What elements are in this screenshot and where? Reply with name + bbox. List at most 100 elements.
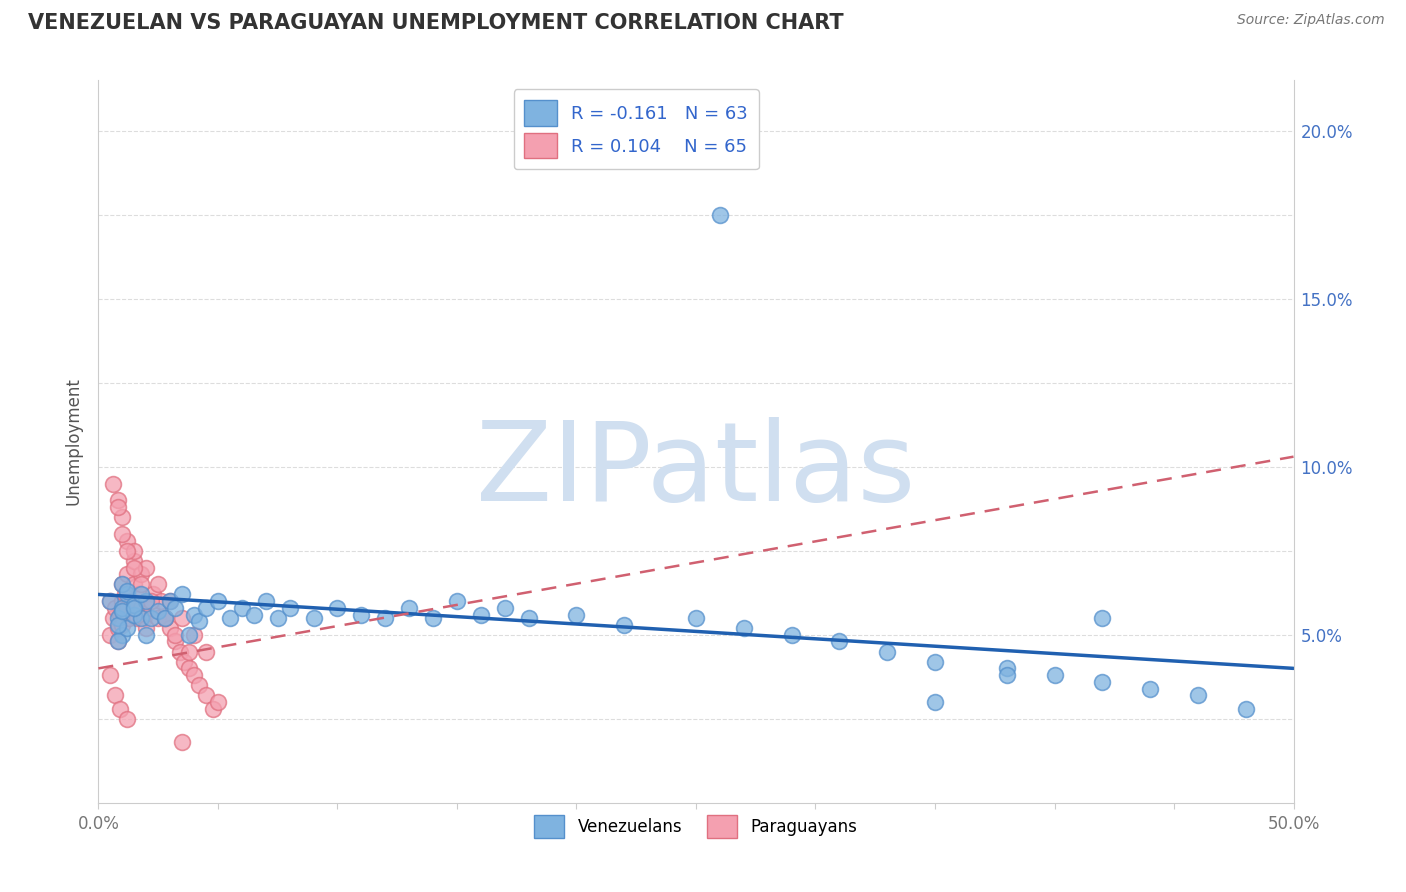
Point — [111, 527, 134, 541]
Point — [163, 628, 186, 642]
Point — [148, 604, 170, 618]
Point — [107, 493, 129, 508]
Point — [118, 611, 141, 625]
Point — [163, 600, 186, 615]
Point — [111, 604, 134, 618]
Text: ZIPatlas: ZIPatlas — [477, 417, 915, 524]
Point — [139, 600, 162, 615]
Point — [173, 655, 195, 669]
Point — [163, 634, 186, 648]
Point — [183, 628, 205, 642]
Point — [398, 600, 420, 615]
Legend: Venezuelans, Paraguayans: Venezuelans, Paraguayans — [527, 808, 865, 845]
Point — [422, 611, 444, 625]
Point — [179, 661, 201, 675]
Point — [111, 628, 134, 642]
Point — [267, 611, 290, 625]
Point — [159, 594, 181, 608]
Point — [219, 611, 242, 625]
Point — [108, 607, 131, 622]
Point — [121, 594, 143, 608]
Point — [876, 644, 898, 658]
Point — [131, 587, 153, 601]
Point — [131, 567, 153, 582]
Point — [135, 621, 157, 635]
Point — [115, 600, 138, 615]
Point — [202, 702, 225, 716]
Point — [124, 543, 146, 558]
Point — [142, 587, 165, 601]
Point — [613, 617, 636, 632]
Point — [107, 617, 129, 632]
Point — [101, 476, 124, 491]
Point — [114, 587, 136, 601]
Point — [374, 611, 396, 625]
Point — [98, 668, 122, 682]
Point — [1187, 688, 1209, 702]
Point — [111, 617, 134, 632]
Point — [115, 533, 138, 548]
Point — [124, 560, 146, 574]
Point — [183, 668, 205, 682]
Point — [780, 628, 803, 642]
Point — [470, 607, 492, 622]
Point — [104, 600, 127, 615]
Point — [183, 607, 205, 622]
Point — [1043, 668, 1066, 682]
Point — [179, 628, 201, 642]
Point — [115, 543, 138, 558]
Point — [685, 611, 707, 625]
Point — [115, 621, 138, 635]
Point — [155, 611, 177, 625]
Point — [195, 600, 218, 615]
Point — [135, 628, 157, 642]
Point — [207, 695, 229, 709]
Point — [243, 607, 266, 622]
Point — [828, 634, 851, 648]
Point — [124, 600, 146, 615]
Point — [104, 688, 127, 702]
Point — [159, 621, 181, 635]
Point — [195, 644, 218, 658]
Point — [139, 611, 162, 625]
Point — [107, 621, 129, 635]
Point — [172, 611, 194, 625]
Point — [148, 611, 170, 625]
Point — [148, 577, 170, 591]
Point — [494, 600, 516, 615]
Point — [111, 577, 134, 591]
Point — [1139, 681, 1161, 696]
Point — [124, 600, 146, 615]
Point — [135, 594, 157, 608]
Point — [187, 678, 209, 692]
Point — [124, 598, 146, 612]
Point — [98, 594, 122, 608]
Point — [115, 712, 138, 726]
Point — [924, 695, 946, 709]
Point — [111, 577, 134, 591]
Point — [131, 577, 153, 591]
Point — [207, 594, 229, 608]
Point — [172, 735, 194, 749]
Point — [132, 611, 155, 625]
Point — [124, 607, 146, 622]
Point — [1091, 611, 1114, 625]
Point — [111, 510, 134, 524]
Point — [995, 661, 1018, 675]
Text: VENEZUELAN VS PARAGUAYAN UNEMPLOYMENT CORRELATION CHART: VENEZUELAN VS PARAGUAYAN UNEMPLOYMENT CO… — [28, 13, 844, 33]
Point — [169, 644, 191, 658]
Point — [995, 668, 1018, 682]
Point — [195, 688, 218, 702]
Point — [231, 600, 253, 615]
Point — [111, 594, 134, 608]
Point — [107, 634, 129, 648]
Point — [733, 621, 755, 635]
Point — [107, 500, 129, 514]
Point — [135, 560, 157, 574]
Point — [115, 567, 138, 582]
Point — [924, 655, 946, 669]
Point — [125, 611, 148, 625]
Point — [131, 611, 153, 625]
Point — [124, 554, 146, 568]
Point — [98, 628, 122, 642]
